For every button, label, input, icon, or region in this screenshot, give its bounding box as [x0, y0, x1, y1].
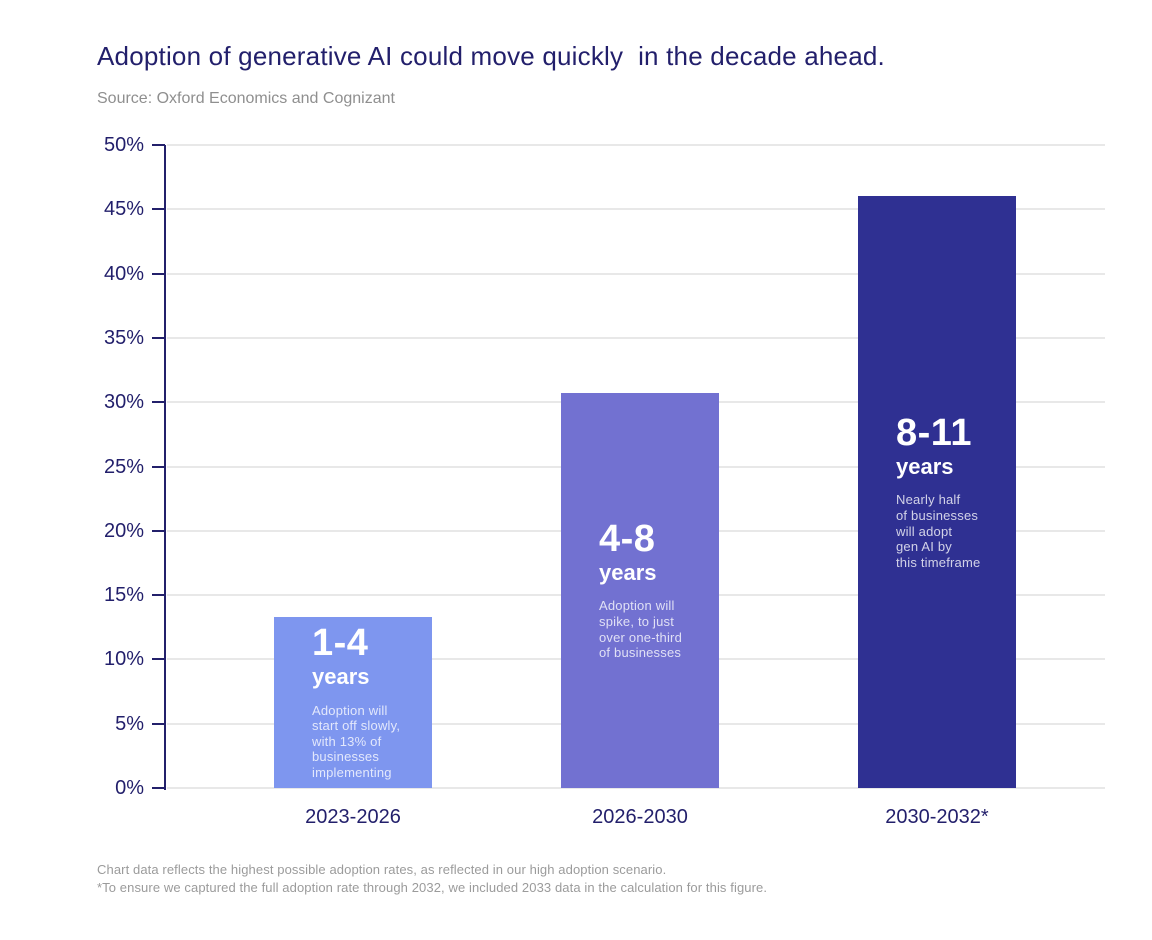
bar-description: Adoption will spike, to just over one-th…: [599, 598, 683, 661]
bar-description: Adoption will start off slowly, with 13%…: [312, 702, 401, 780]
y-tick: [152, 272, 165, 275]
bar-range-label: 4-8: [599, 518, 656, 561]
footnote-line-2: *To ensure we captured the full adoption…: [97, 880, 768, 895]
y-tick-label: 5%: [115, 712, 144, 735]
bar-description: Nearly half of businesses will adopt gen…: [896, 492, 981, 570]
chart-source: Source: Oxford Economics and Cognizant: [97, 90, 395, 107]
y-gridline: [167, 272, 1105, 275]
y-tick: [152, 658, 165, 661]
x-axis-label: 2030-2032*: [885, 806, 989, 828]
chart-title: Adoption of generative AI could move qui…: [97, 41, 885, 71]
y-tick: [152, 336, 165, 339]
bar: 4-8 years Adoption will spike, to just ove…: [561, 393, 719, 788]
bar-range-label: 8-11: [896, 412, 972, 455]
bar-years-label: years: [312, 664, 370, 690]
y-tick-label: 15%: [103, 584, 144, 607]
x-axis-label: 2026-2030: [592, 806, 688, 828]
y-gridline: [167, 336, 1105, 339]
bar: 8-11 years Nearly half of businesses will …: [858, 196, 1016, 788]
y-tick-label: 10%: [103, 648, 144, 671]
y-gridline: [167, 208, 1105, 211]
y-tick: [152, 787, 165, 789]
y-axis-line: [164, 145, 166, 790]
y-tick-label: 0%: [115, 777, 144, 799]
y-tick-label: 35%: [103, 326, 144, 349]
y-gridline: [167, 787, 1105, 789]
x-axis-label: 2023-2026: [305, 806, 401, 828]
bar-years-label: years: [896, 454, 954, 480]
y-tick: [152, 208, 165, 211]
y-tick: [152, 465, 165, 468]
y-tick: [152, 401, 165, 404]
y-tick-label: 20%: [103, 519, 144, 542]
y-tick: [152, 529, 165, 532]
y-tick: [152, 144, 165, 146]
bar-years-label: years: [599, 560, 657, 586]
bar: 1-4 years Adoption will start off slowly, …: [274, 616, 432, 788]
footnote-line-1: Chart data reflects the highest possible…: [97, 862, 667, 877]
footnotes: Chart data reflects the highest possible…: [97, 861, 767, 897]
y-tick-label: 25%: [103, 455, 144, 478]
bar-range-label: 1-4: [312, 622, 369, 665]
y-tick: [152, 594, 165, 597]
y-tick-label: 40%: [103, 262, 144, 285]
y-tick-label: 30%: [103, 391, 144, 414]
y-tick: [152, 722, 165, 725]
y-gridline: [167, 144, 1105, 146]
y-tick-label: 45%: [103, 198, 144, 221]
y-tick-label: 50%: [103, 134, 144, 156]
